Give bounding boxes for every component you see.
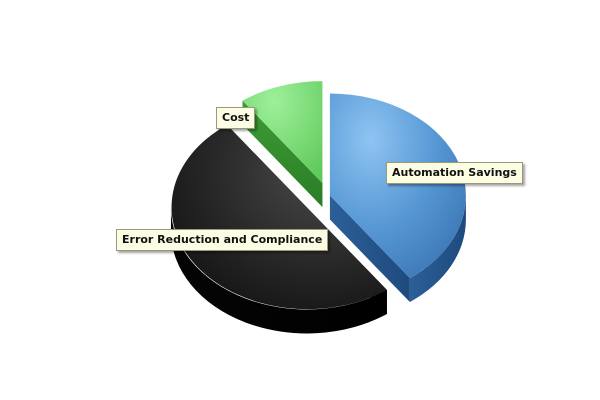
slice-label-cost: Cost [216, 107, 256, 129]
slice-automation-savings [329, 93, 466, 303]
slice-cost [242, 81, 323, 208]
slice-label-error-reduction-and-compliance: Error Reduction and Compliance [116, 229, 329, 251]
slice-label-automation-savings: Automation Savings [386, 162, 523, 184]
